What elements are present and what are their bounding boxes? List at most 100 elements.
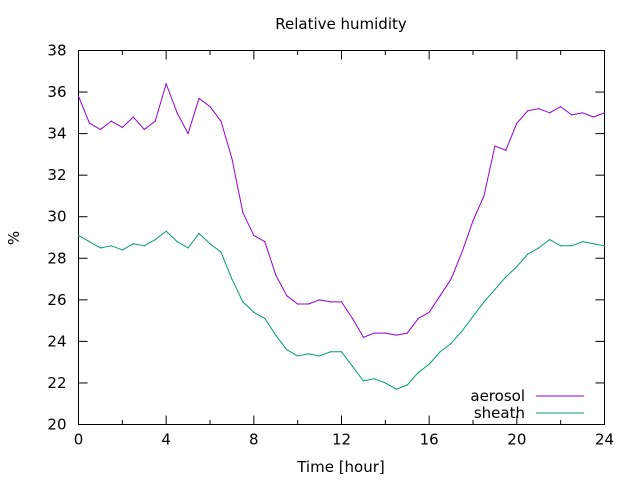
data-point-aerosol <box>450 278 452 280</box>
data-point-sheath <box>461 330 463 332</box>
data-point-aerosol <box>483 195 485 197</box>
data-point-aerosol <box>209 106 211 108</box>
data-point-aerosol <box>99 128 102 131</box>
data-point-aerosol <box>516 122 518 124</box>
series-line-aerosol <box>78 83 605 338</box>
data-point-aerosol <box>264 241 266 243</box>
data-point-aerosol <box>384 332 386 334</box>
data-point-sheath <box>560 245 562 247</box>
data-point-sheath <box>527 253 529 255</box>
y-tick-label: 32 <box>47 166 66 184</box>
data-point-sheath <box>275 334 277 336</box>
data-point-sheath <box>571 245 573 247</box>
data-point-sheath <box>187 247 189 249</box>
axes: 20 22 24 26 28 30 32 34 36 38 0 4 8 12 16 20 24 <box>47 42 614 449</box>
data-point-aerosol <box>406 332 408 334</box>
data-point-aerosol <box>373 332 375 334</box>
data-point-aerosol <box>165 83 167 85</box>
x-tick-label: 16 <box>420 431 439 449</box>
data-point-sheath <box>538 247 540 249</box>
data-point-aerosol <box>417 317 419 320</box>
data-point-aerosol <box>428 311 430 313</box>
y-tick-label: 22 <box>47 374 66 392</box>
legend-label-sheath: sheath <box>474 404 525 422</box>
data-point-sheath <box>143 245 145 247</box>
data-point-sheath <box>549 238 551 241</box>
x-tick-label: 8 <box>249 431 259 449</box>
data-point-sheath <box>286 349 288 351</box>
data-point-sheath <box>154 238 156 241</box>
data-point-aerosol <box>560 106 562 108</box>
y-tick-label: 24 <box>47 332 66 350</box>
data-point-sheath <box>176 241 178 243</box>
series-line-sheath <box>78 230 605 390</box>
data-point-sheath <box>88 241 91 243</box>
data-point-aerosol <box>494 145 496 147</box>
data-point-sheath <box>494 288 496 291</box>
data-point-aerosol <box>176 112 178 114</box>
x-tick-label: 24 <box>595 431 614 449</box>
data-point-aerosol <box>351 317 354 320</box>
data-point-sheath <box>209 243 211 245</box>
data-point-aerosol <box>297 303 299 305</box>
data-point-sheath <box>329 351 332 353</box>
data-point-sheath <box>581 241 584 243</box>
data-point-aerosol <box>592 116 595 118</box>
data-point-aerosol <box>603 112 606 114</box>
data-point-sheath <box>417 371 419 374</box>
y-tick-label: 20 <box>47 416 66 434</box>
data-point-aerosol <box>581 112 584 114</box>
data-point-aerosol <box>571 114 573 116</box>
data-point-aerosol <box>220 120 222 122</box>
data-point-sheath <box>297 355 299 357</box>
data-point-sheath <box>231 278 233 280</box>
data-point-sheath <box>253 311 255 313</box>
data-point-aerosol <box>253 234 255 237</box>
data-point-sheath <box>384 382 386 384</box>
data-point-sheath <box>351 365 354 367</box>
data-point-sheath <box>264 317 266 320</box>
data-point-aerosol <box>549 112 551 114</box>
data-point-sheath <box>428 363 430 365</box>
data-point-sheath <box>121 249 123 251</box>
data-point-sheath <box>603 245 606 247</box>
data-point-aerosol <box>329 301 332 303</box>
x-tick-label: 4 <box>161 431 171 449</box>
x-tick-label: 0 <box>74 431 84 449</box>
data-point-sheath <box>242 301 244 303</box>
x-tick-label: 20 <box>507 431 526 449</box>
data-point-sheath <box>99 247 102 249</box>
data-point-sheath <box>132 243 134 245</box>
legend-label-aerosol: aerosol <box>470 387 525 405</box>
data-point-sheath <box>450 342 452 345</box>
x-axis-label: Time [hour] <box>296 458 385 476</box>
data-point-sheath <box>592 243 595 245</box>
data-point-aerosol <box>439 295 441 297</box>
data-point-sheath <box>395 388 397 390</box>
data-point-aerosol <box>308 303 310 305</box>
data-point-aerosol <box>461 251 463 253</box>
data-point-sheath <box>318 355 321 357</box>
y-tick-label: 38 <box>47 42 66 60</box>
y-tick-label: 34 <box>47 125 66 143</box>
data-point-sheath <box>362 380 365 382</box>
data-point-aerosol <box>318 299 321 301</box>
data-point-aerosol <box>340 301 343 303</box>
data-point-aerosol <box>395 334 397 336</box>
data-point-sheath <box>220 251 222 253</box>
y-axis-label: % <box>5 231 23 245</box>
data-point-aerosol <box>88 122 91 124</box>
y-tick-label: 36 <box>47 83 66 101</box>
data-point-sheath <box>340 351 343 353</box>
data-point-aerosol <box>231 157 233 160</box>
data-point-sheath <box>165 230 167 232</box>
data-point-aerosol <box>362 336 365 338</box>
data-point-aerosol <box>472 220 474 222</box>
data-point-aerosol <box>132 116 134 118</box>
data-point-aerosol <box>242 211 244 214</box>
data-point-aerosol <box>187 133 189 135</box>
data-point-sheath <box>373 378 375 380</box>
data-point-sheath <box>439 351 441 353</box>
